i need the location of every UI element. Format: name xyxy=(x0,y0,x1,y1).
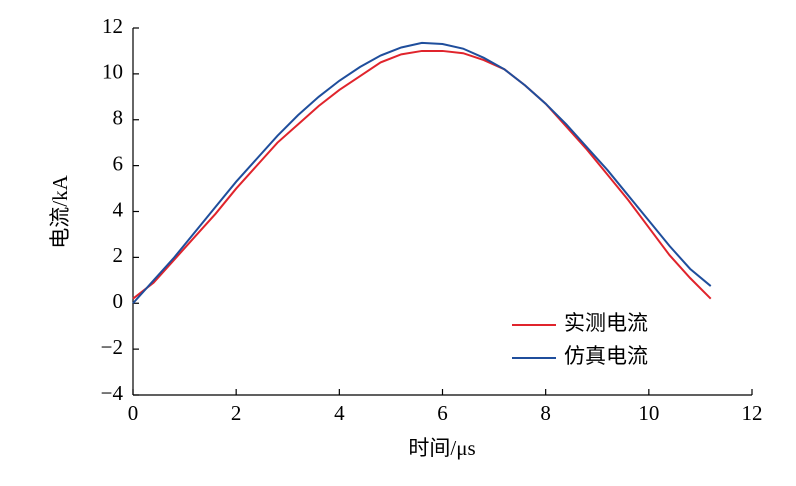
y-tick-label: 2 xyxy=(113,243,124,267)
x-tick-label: 0 xyxy=(128,401,139,425)
x-tick-label: 12 xyxy=(742,401,763,425)
y-tick-label: 8 xyxy=(113,106,124,130)
x-tick-label: 8 xyxy=(540,401,551,425)
y-tick-label: 4 xyxy=(113,197,124,221)
y-tick-label: −2 xyxy=(101,335,123,359)
y-tick-label: −4 xyxy=(101,381,124,405)
x-axis-title: 时间/μs xyxy=(408,436,475,460)
line-series xyxy=(132,41,712,304)
line-series xyxy=(132,49,712,300)
x-tick-label: 2 xyxy=(231,401,242,425)
y-tick-label: 12 xyxy=(102,14,123,38)
x-tick-label: 4 xyxy=(334,401,345,425)
x-tick-label: 10 xyxy=(638,401,659,425)
legend-label: 实测电流 xyxy=(564,311,648,335)
y-tick-label: 0 xyxy=(113,289,124,313)
y-axis-title: 电流/kA xyxy=(48,174,72,248)
y-tick-label: 6 xyxy=(113,151,124,175)
legend-label: 仿真电流 xyxy=(564,344,648,368)
x-tick-label: 6 xyxy=(437,401,448,425)
y-tick-label: 10 xyxy=(102,60,123,84)
